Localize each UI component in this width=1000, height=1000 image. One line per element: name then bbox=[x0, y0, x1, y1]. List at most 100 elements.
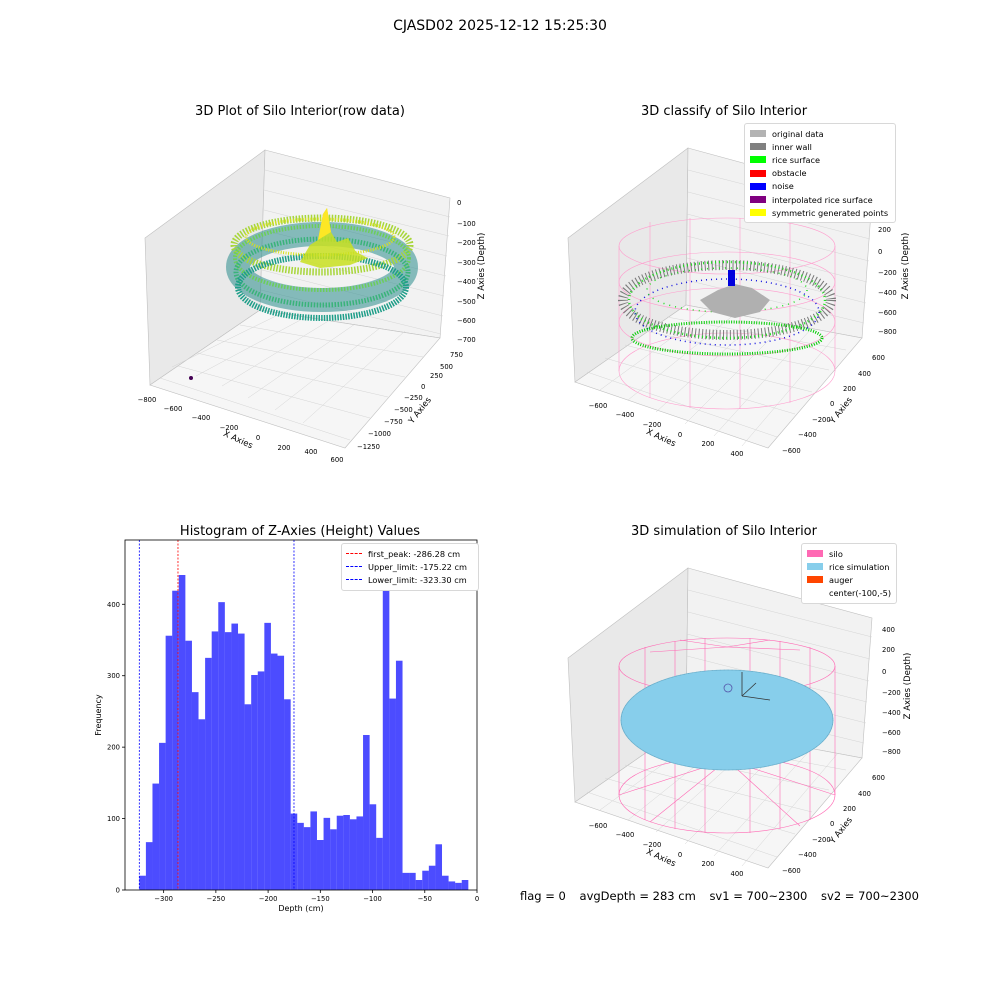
histogram-bar bbox=[349, 819, 357, 890]
status-sv2: sv2 = 700~2300 bbox=[821, 889, 919, 903]
legend-item-first-peak: first_peak: -286.28 cm bbox=[346, 547, 474, 560]
histogram-bar bbox=[277, 655, 285, 890]
histogram-bar bbox=[356, 816, 364, 890]
status-line: flag = 0 avgDepth = 283 cm sv1 = 700~230… bbox=[520, 889, 929, 903]
legend-item-interpolated: interpolated rice surface bbox=[750, 193, 890, 206]
svg-text:200: 200 bbox=[878, 226, 891, 234]
histogram-bar bbox=[231, 623, 239, 890]
panel3-legend: first_peak: -286.28 cm Upper_limit: -175… bbox=[341, 543, 479, 591]
svg-text:−600: −600 bbox=[589, 822, 608, 830]
svg-text:400: 400 bbox=[858, 370, 871, 378]
svg-text:−200: −200 bbox=[812, 836, 831, 844]
legend-item-silo: silo bbox=[807, 547, 891, 560]
histogram-bar bbox=[159, 742, 166, 890]
svg-text:−400: −400 bbox=[192, 414, 211, 422]
legend-item-rice-simulation: rice simulation bbox=[807, 560, 891, 573]
histogram-bar bbox=[165, 635, 173, 890]
status-sv1: sv1 = 700~2300 bbox=[709, 889, 808, 903]
histogram-bar bbox=[343, 815, 350, 890]
histogram-bar bbox=[152, 783, 160, 890]
svg-text:0: 0 bbox=[830, 400, 834, 408]
histogram-bar bbox=[303, 827, 311, 890]
histogram-ytick-label: 0 bbox=[116, 887, 120, 895]
panel1-axes-box bbox=[144, 149, 451, 449]
panel1-title: 3D Plot of Silo Interior(row data) bbox=[195, 104, 405, 119]
svg-text:400: 400 bbox=[731, 870, 744, 878]
histogram-xtick-label: −300 bbox=[154, 895, 173, 903]
histogram-bar bbox=[415, 880, 423, 890]
svg-text:200: 200 bbox=[702, 440, 715, 448]
histogram-bar bbox=[257, 671, 265, 890]
svg-text:−750: −750 bbox=[384, 418, 403, 426]
svg-text:−400: −400 bbox=[616, 411, 635, 419]
legend-item-obstacle: obstacle bbox=[750, 167, 890, 180]
histogram-bar bbox=[244, 704, 252, 890]
svg-text:200: 200 bbox=[843, 385, 856, 393]
panel4-zlabel: Z Axies (Depth) bbox=[903, 653, 913, 720]
legend-item-original-data: original data bbox=[750, 127, 890, 140]
panel4-auger bbox=[723, 672, 771, 701]
panel2-title: 3D classify of Silo Interior bbox=[640, 104, 808, 119]
histogram-bar bbox=[323, 817, 331, 890]
svg-text:−800: −800 bbox=[882, 748, 901, 756]
histogram-bar bbox=[336, 815, 344, 890]
legend-item-center: center(-100,-5) bbox=[829, 588, 892, 599]
legend-item-auger: auger bbox=[807, 573, 891, 586]
histogram-bar bbox=[284, 699, 291, 890]
histogram-bar bbox=[211, 631, 219, 890]
panel2-legend: original data inner wall rice surface ob… bbox=[744, 123, 896, 224]
histogram-bar bbox=[448, 881, 456, 890]
histogram-bar bbox=[205, 657, 212, 890]
histogram-xlabel: Depth (cm) bbox=[278, 904, 323, 913]
svg-text:−1000: −1000 bbox=[368, 430, 391, 438]
histogram-bar bbox=[172, 590, 179, 890]
histogram-bar bbox=[264, 622, 271, 890]
histogram-bar bbox=[145, 842, 153, 890]
svg-text:600: 600 bbox=[872, 354, 885, 362]
histogram-bar bbox=[422, 870, 429, 890]
histogram-xtick-label: −100 bbox=[363, 895, 382, 903]
histogram-xticks: −300 −250 −200 −150 −100 −50 0 bbox=[154, 890, 479, 903]
histogram-bar bbox=[185, 640, 192, 890]
histogram-ytick-label: 300 bbox=[107, 672, 120, 680]
svg-text:0: 0 bbox=[882, 668, 886, 676]
histogram-bar bbox=[428, 865, 436, 890]
histogram-bar bbox=[363, 735, 370, 890]
panel1-pane-floor bbox=[149, 309, 441, 449]
svg-text:−400: −400 bbox=[882, 709, 901, 717]
histogram-bar bbox=[198, 719, 206, 890]
svg-text:−200: −200 bbox=[220, 424, 239, 432]
svg-text:−200: −200 bbox=[812, 416, 831, 424]
panel4-rice-simulation bbox=[620, 669, 834, 771]
panel4-xlabel: X Axies bbox=[645, 847, 678, 870]
histogram-ytick-label: 400 bbox=[107, 601, 120, 609]
svg-text:400: 400 bbox=[731, 450, 744, 458]
status-avg-depth: avgDepth = 283 cm bbox=[579, 889, 696, 903]
svg-text:0: 0 bbox=[256, 434, 260, 442]
histogram-bar bbox=[442, 875, 449, 890]
histogram-bar bbox=[395, 660, 403, 890]
histogram-ytick-label: 100 bbox=[107, 815, 120, 823]
histogram-bar bbox=[330, 829, 337, 890]
svg-text:−250: −250 bbox=[404, 394, 423, 402]
svg-text:−800: −800 bbox=[138, 396, 157, 404]
svg-text:0: 0 bbox=[678, 851, 682, 859]
histogram-bar bbox=[409, 872, 416, 890]
svg-text:−100: −100 bbox=[457, 220, 476, 228]
histogram-bar bbox=[178, 575, 186, 890]
histogram-bar bbox=[218, 602, 225, 890]
svg-text:−600: −600 bbox=[882, 729, 901, 737]
svg-text:200: 200 bbox=[882, 646, 895, 654]
panel2-point-clouds bbox=[618, 260, 836, 356]
legend-item-symmetric: symmetric generated points bbox=[750, 206, 890, 219]
svg-text:200: 200 bbox=[278, 444, 291, 452]
svg-text:−400: −400 bbox=[878, 289, 897, 297]
svg-text:−200: −200 bbox=[643, 841, 662, 849]
svg-text:−400: −400 bbox=[616, 831, 635, 839]
svg-text:−600: −600 bbox=[589, 402, 608, 410]
svg-text:−200: −200 bbox=[882, 689, 901, 697]
